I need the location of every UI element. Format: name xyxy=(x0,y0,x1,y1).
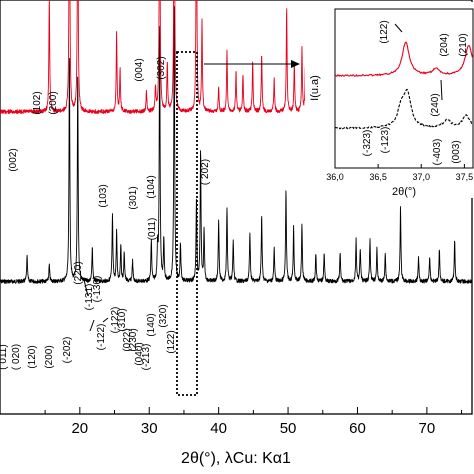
inset-peak-label: (122) xyxy=(379,20,390,43)
inset-x-tick-label: 36,0 xyxy=(326,172,344,182)
inset-x-tick-label: 36,5 xyxy=(369,172,387,182)
inset-peak-label: (-323) xyxy=(362,130,373,157)
peak-label-black: (022) xyxy=(122,328,133,351)
inset-frame xyxy=(334,8,474,169)
pointer-arrow xyxy=(89,319,95,332)
inset-series-line-black xyxy=(334,88,473,130)
zoom-region-box xyxy=(176,51,198,396)
peak-label-red: (301) xyxy=(128,186,139,209)
peak-label-black: ( 020) xyxy=(11,344,22,370)
inset-x-axis: 36,0 36,5 37,0 37,5 xyxy=(326,164,473,182)
x-tick-label: 40 xyxy=(210,420,227,437)
x-tick-label: 50 xyxy=(280,420,297,437)
inset-peak-label: (-123) xyxy=(380,127,391,154)
peak-label-black: (-130) xyxy=(92,276,103,303)
peak-label-black: (-202) xyxy=(62,337,73,364)
inset-y-axis-label: I(u.a) xyxy=(309,75,321,101)
zoom-arrowhead xyxy=(291,60,300,68)
peak-label-black: (140) xyxy=(146,313,157,336)
peak-label-black: (-131) xyxy=(84,284,95,311)
series-line-black xyxy=(0,6,473,284)
peak-label-black: (-122) xyxy=(110,307,121,334)
inset-background xyxy=(305,2,473,198)
peak-label-red: (004) xyxy=(134,58,145,81)
inset-series-group xyxy=(334,41,473,130)
inset-peak-label: (-403) xyxy=(432,139,443,166)
inset-x-axis-label: 2θ(°) xyxy=(392,186,416,198)
inset-peak-labels: (122) (240) (204) (210) (-323) (-123) (-403) (0… xyxy=(362,20,469,165)
inset-plot: 36,0 36,5 37,0 37,5 (122) (240) (204) (210) (-3… xyxy=(305,2,474,198)
peak-label-red: (002) xyxy=(8,148,19,171)
peak-label-red: (104) xyxy=(146,175,157,198)
x-tick-label: 60 xyxy=(349,420,366,437)
inset-peak-label: (210) xyxy=(458,33,469,56)
peak-label-black: (310) xyxy=(117,308,128,331)
pointer-arrow xyxy=(83,279,89,297)
zoom-indicator xyxy=(176,51,300,396)
peak-label-black: (040) xyxy=(134,342,145,365)
black-peak-labels: ( 011)( 020)(120)(200)(-202)(220)(-131)(… xyxy=(0,261,177,370)
peak-label-black: (200) xyxy=(44,345,55,368)
peak-label-black: (-213) xyxy=(141,344,152,371)
main-x-axis-label: 2θ(°), λCu: Kα1 xyxy=(181,450,291,467)
x-tick-label: 70 xyxy=(419,420,436,437)
x-tick-label: 30 xyxy=(141,420,158,437)
peak-label-red: (200) xyxy=(48,91,59,114)
peak-label-black: (230) xyxy=(128,328,139,351)
peak-label-black: (320) xyxy=(158,304,169,327)
main-plot-frame xyxy=(0,0,473,415)
peak-label-black: ( 011) xyxy=(0,344,9,369)
peak-label-red: (102) xyxy=(32,91,43,114)
inset-peak-label: (204) xyxy=(439,33,450,56)
inset-peak-label: (240) xyxy=(430,93,441,116)
peak-label-black: (120) xyxy=(27,345,38,368)
inset-peak-label: (003) xyxy=(451,140,462,163)
pointer-arrow xyxy=(102,317,109,323)
inset-pointer-arrow xyxy=(394,23,403,33)
inset-series-line-red xyxy=(334,41,473,78)
peak-label-red: ( 202) xyxy=(200,159,211,185)
peak-label-black: (-122) xyxy=(96,324,107,351)
peak-label-red: (103) xyxy=(98,184,109,207)
peak-label-red: (302) xyxy=(156,56,167,79)
peak-label-black: (220) xyxy=(73,261,84,284)
peak-label-red: (011) xyxy=(147,218,158,241)
peak-label-black: (122) xyxy=(166,330,177,353)
inset-x-tick-label: 37,5 xyxy=(456,172,474,182)
red-peak-labels: (002) (102) (200) (004) (302) ( 202) (103) (301… xyxy=(8,56,211,240)
main-x-axis: 20 30 40 50 60 70 xyxy=(44,407,463,437)
x-tick-label: 20 xyxy=(71,420,88,437)
inset-pointer-arrow xyxy=(440,79,443,101)
inset-x-tick-label: 37,0 xyxy=(412,172,430,182)
